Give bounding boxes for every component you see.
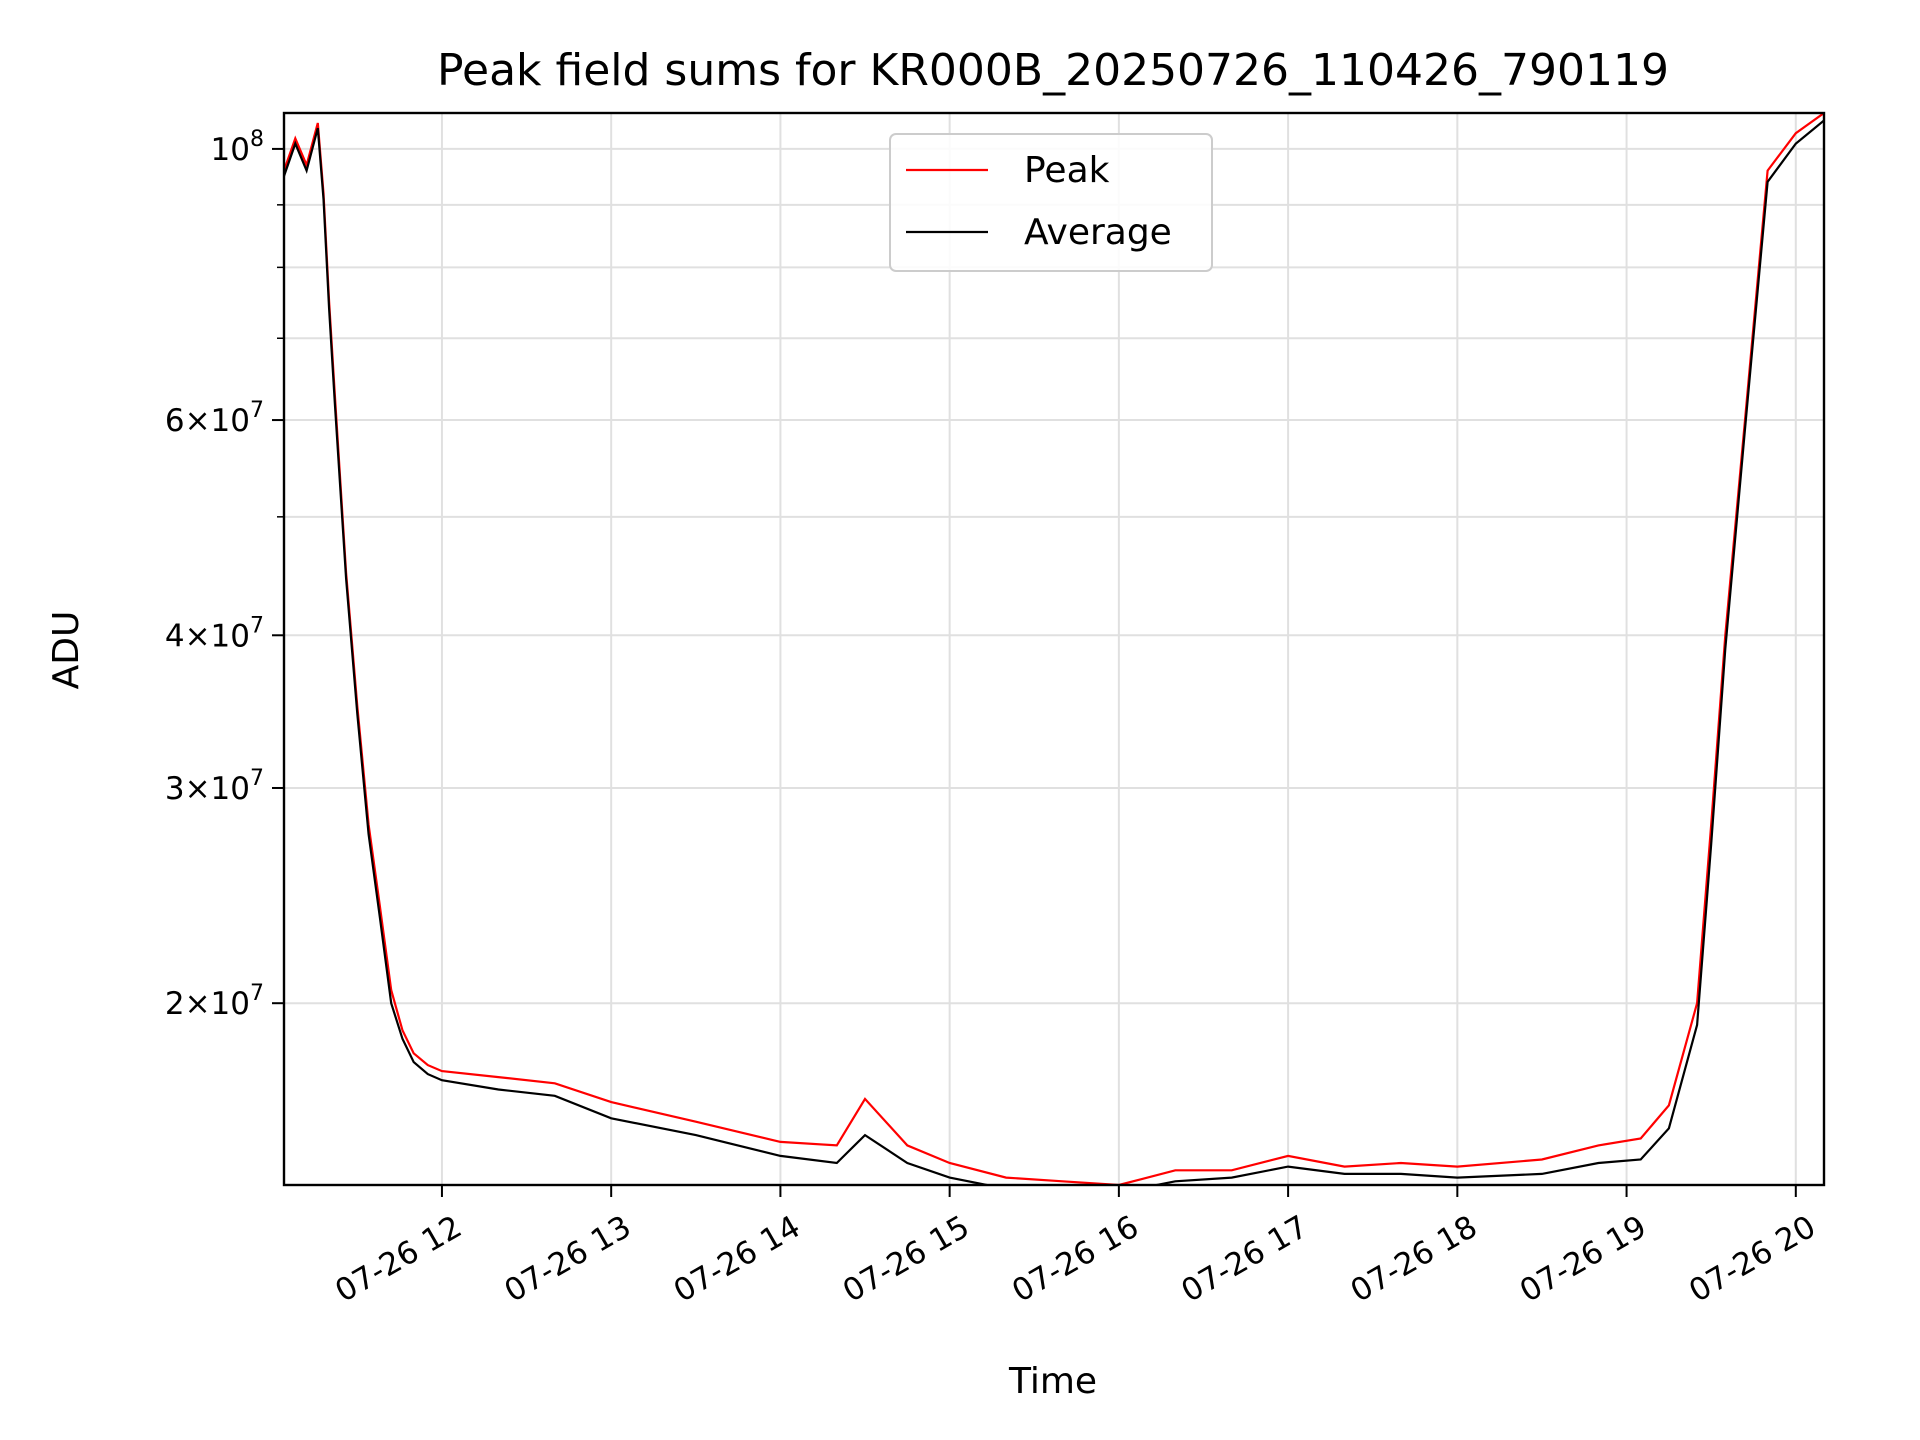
plot-area [284,113,1824,1185]
y-tick-label: 4×107 [165,613,264,654]
y-tick-label: 2×107 [165,981,264,1022]
chart-title: Peak field sums for KR000B_20250726_1104… [437,45,1669,96]
y-tick-label: 3×107 [165,766,264,807]
series-line-average [284,119,1824,1185]
y-tick-label: 108 [211,127,264,168]
plot-frame [282,111,1826,1187]
legend-label-average: Average [1024,212,1172,253]
y-axis-label: ADU [46,611,87,690]
legend-label-peak: Peak [1024,150,1110,191]
x-axis-label: Time [1008,1361,1097,1402]
legend-box [889,133,1213,272]
y-axis-ticks: 108 6×107 4×107 3×107 2×107 [165,127,284,1022]
legend: Peak Average [889,133,1213,272]
y-tick-label: 6×107 [165,398,264,439]
